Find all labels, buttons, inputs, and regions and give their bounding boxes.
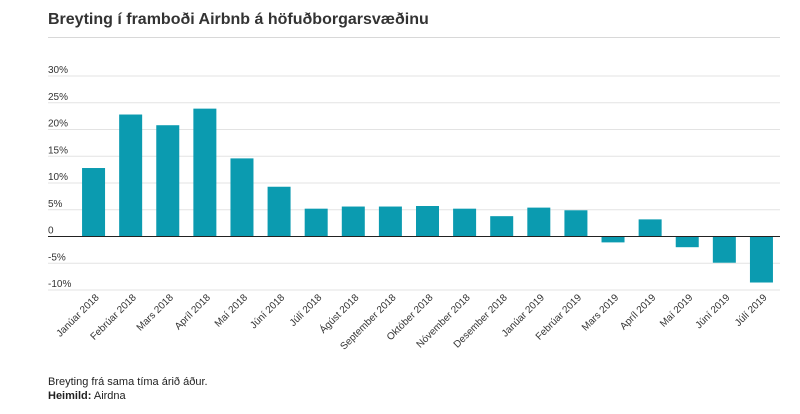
y-tick-label: 15%	[48, 145, 68, 156]
x-tick-label: Júlí 2018	[288, 292, 325, 329]
y-tick-label: 5%	[48, 199, 63, 210]
source-label: Heimild:	[48, 390, 92, 402]
bar	[378, 206, 402, 237]
x-tick-label: Apríl 2019	[618, 292, 658, 332]
x-tick-label: Apríl 2018	[173, 292, 213, 332]
bar	[601, 236, 625, 243]
y-tick-label: 30%	[48, 65, 68, 76]
x-tick-label: Júlí 2019	[733, 292, 770, 329]
x-tick-label: Júní 2018	[248, 292, 287, 331]
bar	[193, 108, 217, 237]
x-tick-label: Mars 2019	[580, 292, 621, 333]
bar	[156, 125, 180, 237]
bar	[749, 236, 773, 283]
source-line: Heimild: Airdna	[48, 390, 126, 402]
x-tick-label: Júní 2019	[694, 292, 733, 331]
bar	[712, 236, 736, 263]
bar	[119, 114, 143, 237]
bar	[304, 208, 328, 237]
y-tick-label: 0	[48, 226, 54, 237]
y-tick-label: -10%	[48, 279, 71, 290]
title-divider	[48, 37, 780, 38]
bar	[267, 186, 291, 237]
chart-title: Breyting í framboði Airbnb á höfuðborgar…	[48, 11, 429, 28]
bar	[82, 168, 106, 237]
bar	[490, 216, 514, 237]
x-tick-label: Mars 2018	[135, 292, 176, 333]
bar	[341, 206, 365, 237]
bar	[230, 158, 254, 237]
bar	[453, 208, 477, 237]
x-tick-label: Maí 2018	[213, 292, 251, 330]
y-tick-label: 10%	[48, 172, 68, 183]
bar	[416, 206, 439, 237]
source-value: Airdna	[93, 390, 126, 402]
bar	[675, 236, 699, 248]
y-tick-label: 25%	[48, 92, 68, 103]
y-tick-label: 20%	[48, 119, 68, 130]
bar	[527, 207, 551, 237]
bar	[564, 210, 588, 237]
bar	[638, 219, 662, 237]
footnote: Breyting frá sama tíma árið áður.	[48, 376, 208, 388]
x-tick-label: Maí 2019	[658, 292, 696, 330]
y-tick-label: -5%	[48, 252, 66, 263]
